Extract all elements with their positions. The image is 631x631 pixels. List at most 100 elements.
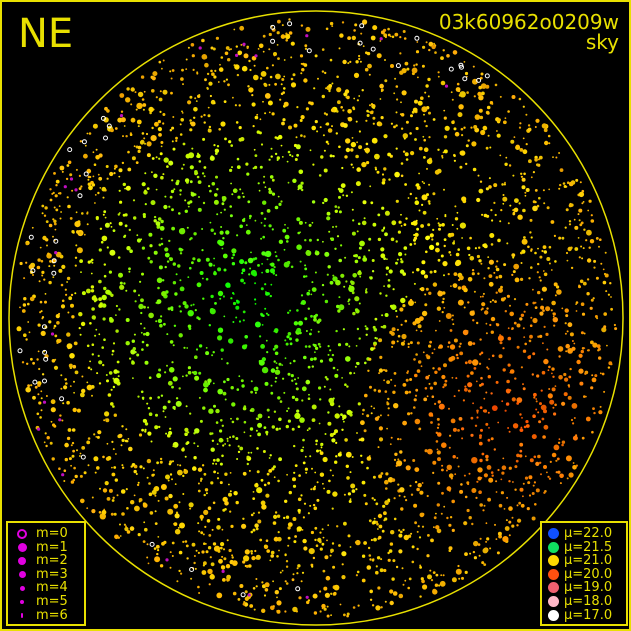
- star: [388, 269, 393, 274]
- star: [463, 61, 466, 63]
- star: [529, 218, 533, 222]
- star: [316, 498, 320, 502]
- star: [342, 328, 345, 331]
- star: [394, 171, 400, 178]
- star: [438, 584, 441, 587]
- legend-label: μ=22.0: [564, 526, 613, 541]
- star: [544, 140, 549, 146]
- star: [247, 257, 254, 264]
- star: [559, 168, 564, 173]
- star: [301, 188, 304, 192]
- star: [367, 63, 372, 69]
- star: [159, 460, 163, 464]
- star: [318, 422, 321, 425]
- star: [168, 493, 173, 499]
- star: [228, 483, 230, 486]
- star: [435, 247, 440, 253]
- star: [86, 132, 89, 135]
- star: [520, 262, 523, 264]
- star: [315, 346, 319, 350]
- star: [245, 224, 248, 227]
- star: [338, 210, 342, 214]
- star: [253, 148, 256, 151]
- star: [405, 295, 408, 298]
- star: [147, 306, 150, 309]
- star: [196, 282, 202, 288]
- star: [416, 487, 420, 492]
- star: [472, 65, 475, 68]
- star: [243, 282, 246, 285]
- star: [559, 482, 562, 485]
- star: [138, 500, 141, 503]
- star: [446, 516, 449, 520]
- star: [607, 293, 611, 296]
- star: [586, 258, 592, 263]
- star: [201, 570, 207, 575]
- star: [489, 146, 492, 149]
- star: [187, 310, 194, 317]
- star: [273, 476, 276, 479]
- star: [102, 488, 108, 493]
- star: [285, 582, 289, 585]
- star: [289, 337, 292, 341]
- star: [102, 213, 105, 216]
- star: [32, 274, 34, 276]
- star: [454, 131, 460, 137]
- star: [287, 227, 289, 229]
- star: [231, 248, 237, 254]
- star: [146, 543, 149, 546]
- star: [542, 270, 545, 272]
- star: [127, 150, 130, 154]
- star: [158, 243, 162, 247]
- star: [144, 203, 147, 206]
- star: [458, 577, 461, 580]
- star: [467, 341, 473, 346]
- star: [27, 321, 30, 323]
- legend-label: μ=21.5: [564, 539, 613, 555]
- star: [79, 140, 83, 143]
- star: [307, 397, 311, 401]
- star: [443, 363, 447, 368]
- star: [539, 255, 543, 259]
- star: [185, 374, 188, 377]
- star: [174, 528, 181, 535]
- star: [356, 327, 360, 331]
- star: [78, 187, 82, 191]
- star: [590, 219, 595, 223]
- star: [118, 308, 121, 311]
- star: [438, 320, 441, 322]
- star: [473, 95, 476, 98]
- star: [596, 344, 601, 349]
- star: [482, 548, 488, 554]
- star: [514, 377, 517, 380]
- star: [209, 221, 212, 224]
- star: [290, 82, 297, 88]
- star: [360, 454, 363, 457]
- star: [78, 174, 81, 177]
- star: [203, 542, 206, 545]
- star: [540, 473, 542, 476]
- star: [67, 160, 72, 165]
- star: [374, 317, 378, 321]
- star: [86, 384, 93, 391]
- star: [260, 143, 264, 146]
- star: [373, 388, 377, 392]
- star: [413, 64, 416, 67]
- star: [25, 261, 28, 264]
- star: [59, 217, 62, 220]
- star: [572, 462, 575, 464]
- star: [169, 566, 172, 569]
- star: [347, 109, 352, 114]
- star: [466, 91, 469, 94]
- star: [409, 484, 412, 487]
- star: [437, 367, 441, 371]
- star: [543, 325, 546, 328]
- star: [414, 373, 418, 378]
- star: [531, 492, 535, 495]
- star: [105, 289, 111, 295]
- star: [482, 292, 485, 295]
- star: [125, 428, 128, 431]
- legend-label: m=4: [36, 580, 68, 596]
- star: [338, 304, 345, 311]
- star: [553, 282, 558, 287]
